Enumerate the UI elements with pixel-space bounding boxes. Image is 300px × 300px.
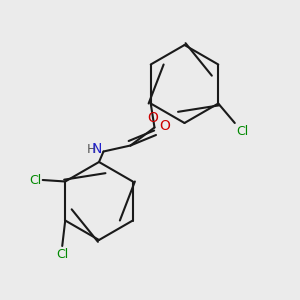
Text: N: N	[92, 142, 102, 156]
Text: Cl: Cl	[56, 248, 68, 261]
Text: Cl: Cl	[29, 173, 41, 187]
Text: O: O	[148, 110, 158, 124]
Text: O: O	[159, 119, 170, 134]
Text: H: H	[87, 142, 96, 156]
Text: Cl: Cl	[236, 125, 248, 138]
